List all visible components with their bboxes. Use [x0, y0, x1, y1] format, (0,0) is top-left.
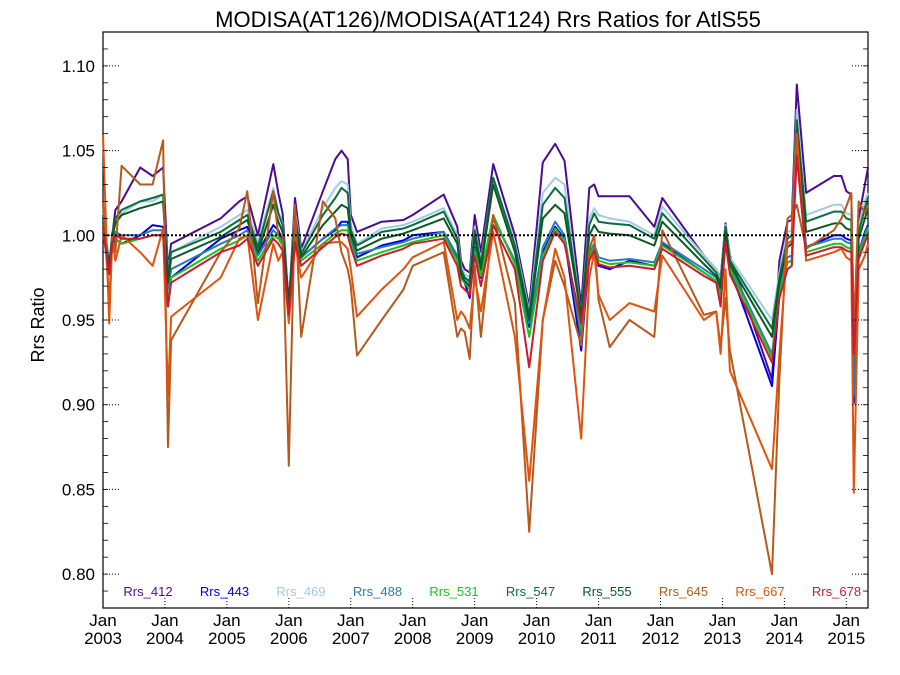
- legend-entry-rrs-667: Rrs_667: [735, 584, 784, 599]
- x-tick-label-year: 2004: [146, 629, 184, 648]
- series-line-rrs-645: [102, 139, 869, 576]
- y-tick-label: 0.90: [62, 396, 95, 415]
- chart-title: MODISA(AT126)/MODISA(AT124) Rrs Ratios f…: [215, 7, 761, 32]
- legend-entry-rrs-555: Rrs_555: [582, 584, 631, 599]
- legend-entry-rrs-488: Rrs_488: [353, 584, 402, 599]
- x-tick-label-month: Jan: [151, 611, 178, 630]
- x-tick-label-year: 2007: [332, 629, 370, 648]
- y-tick-label: 0.80: [62, 565, 95, 584]
- legend-entry-rrs-443: Rrs_443: [200, 584, 249, 599]
- x-tick-label-year: 2008: [394, 629, 432, 648]
- series-line-rrs-443: [102, 144, 869, 404]
- legend-entry-rrs-412: Rrs_412: [123, 584, 172, 599]
- x-tick-label-year: 2009: [456, 629, 494, 648]
- y-axis: 0.80 0.85 0.90 0.95 1.00 1.05 1.10: [62, 48, 868, 592]
- legend-entry-rrs-678: Rrs_678: [812, 584, 861, 599]
- x-tick-label-month: Jan: [275, 611, 302, 630]
- x-tick-label-month: Jan: [709, 611, 736, 630]
- x-tick-label-year: 2006: [270, 629, 308, 648]
- x-tick-label-month: Jan: [461, 611, 488, 630]
- y-tick-label: 0.85: [62, 480, 95, 499]
- x-tick-label-year: 2011: [580, 629, 617, 648]
- x-tick-label-year: 2010: [518, 629, 556, 648]
- series-line-rrs-678: [102, 154, 869, 369]
- legend: Rrs_412 Rrs_443 Rrs_469 Rrs_488 Rrs_531 Rrs_5…: [123, 584, 861, 599]
- legend-entry-rrs-645: Rrs_645: [659, 584, 708, 599]
- x-tick-label-month: Jan: [213, 611, 240, 630]
- x-tick-label-month: Jan: [337, 611, 364, 630]
- x-tick-label-month: Jan: [771, 611, 798, 630]
- x-tick-label-month: Jan: [399, 611, 426, 630]
- x-tick-label-month: Jan: [523, 611, 550, 630]
- legend-entry-rrs-469: Rrs_469: [276, 584, 325, 599]
- x-tick-label-month: Jan: [89, 611, 116, 630]
- x-tick-label-month: Jan: [833, 611, 860, 630]
- x-tick-label-year: 2015: [827, 629, 865, 648]
- legend-entry-rrs-531: Rrs_531: [429, 584, 478, 599]
- y-tick-label: 1.05: [62, 142, 95, 161]
- x-tick-label-year: 2003: [84, 629, 122, 648]
- series-line-rrs-488: [102, 149, 869, 398]
- x-tick-label-year: 2005: [208, 629, 246, 648]
- y-axis-label: Rrs Ratio: [28, 287, 48, 362]
- x-tick-label-month: Jan: [585, 611, 612, 630]
- x-tick-label-month: Jan: [647, 611, 674, 630]
- x-axis: Jan2003Jan2004Jan2005Jan2006Jan2007Jan20…: [84, 596, 865, 648]
- x-tick-label-year: 2013: [704, 629, 742, 648]
- y-tick-label: 1.00: [62, 226, 95, 245]
- series-layer: [102, 83, 869, 576]
- x-tick-label-year: 2012: [642, 629, 680, 648]
- y-tick-label: 1.10: [62, 57, 95, 76]
- legend-entry-rrs-547: Rrs_547: [506, 584, 555, 599]
- y-tick-label: 0.95: [62, 311, 95, 330]
- x-tick-label-year: 2014: [765, 629, 803, 648]
